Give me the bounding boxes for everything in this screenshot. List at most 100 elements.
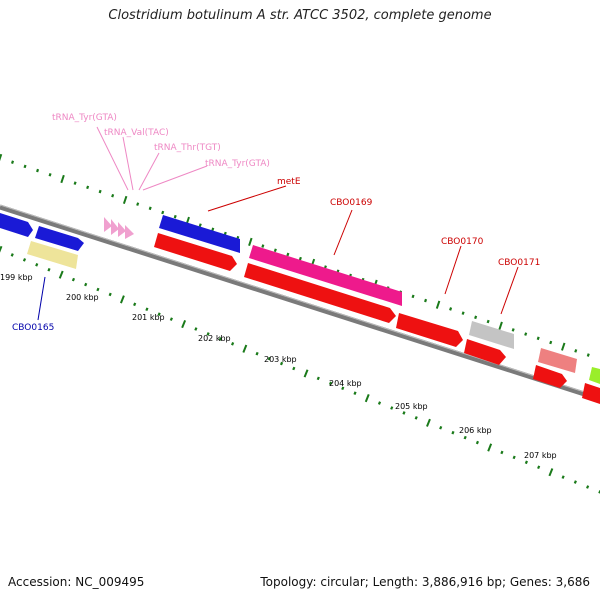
label-CBO0165[interactable]: CBO0165 <box>12 323 54 333</box>
minor-tick <box>36 168 40 173</box>
minor-tick <box>292 366 296 371</box>
minor-tick <box>218 337 222 341</box>
cds-feature[interactable] <box>538 348 577 373</box>
major-tick <box>60 174 65 184</box>
minor-tick <box>353 391 357 395</box>
scale-label: 201 kbp <box>132 313 165 322</box>
scale-label: 205 kbp <box>395 402 428 411</box>
major-tick <box>435 300 441 309</box>
label-CBO0171[interactable]: CBO0171 <box>498 258 540 268</box>
minor-tick <box>47 267 51 272</box>
major-tick <box>181 319 187 329</box>
minor-tick <box>586 485 590 489</box>
cds-feature[interactable] <box>396 313 463 347</box>
major-tick <box>0 245 3 253</box>
minor-tick <box>194 327 198 331</box>
minor-tick <box>461 311 465 315</box>
minor-tick <box>173 214 177 219</box>
scale-label: 199 kbp <box>0 273 33 282</box>
outer-tick-ring <box>0 153 590 357</box>
cds-feature[interactable] <box>464 339 506 365</box>
minor-tick <box>512 455 516 460</box>
minor-tick <box>573 480 577 484</box>
minor-tick <box>133 302 137 307</box>
inner-tick-ring <box>0 245 600 494</box>
minor-tick <box>273 248 277 253</box>
cds-feature[interactable] <box>589 367 600 384</box>
minor-tick <box>298 256 302 261</box>
minor-tick <box>198 223 202 227</box>
scale-label: 202 kbp <box>198 334 231 343</box>
minor-tick <box>35 263 39 267</box>
major-tick <box>548 468 554 477</box>
minor-tick <box>22 258 27 262</box>
major-tick <box>498 321 503 330</box>
minor-tick <box>316 376 320 381</box>
trna-cluster[interactable] <box>104 217 134 239</box>
minor-tick <box>169 317 173 321</box>
minor-tick <box>10 253 14 257</box>
cds-feature[interactable] <box>582 383 600 404</box>
minor-tick <box>286 252 290 257</box>
minor-tick <box>71 277 76 282</box>
major-tick <box>122 195 128 205</box>
cds-feature[interactable] <box>35 226 84 251</box>
minor-tick <box>341 386 345 391</box>
map-title: Clostridium botulinum A str. ATCC 3502, … <box>108 8 492 23</box>
minor-tick <box>328 381 333 386</box>
minor-tick <box>211 227 215 232</box>
minor-tick <box>148 206 152 211</box>
minor-tick <box>267 356 271 361</box>
minor-tick <box>449 307 453 311</box>
minor-tick <box>73 181 77 185</box>
scale-label: 203 kbp <box>264 355 297 364</box>
label-trna-val[interactable]: tRNA_Val(TAC) <box>104 128 169 138</box>
cds-feature-CBO0165[interactable] <box>27 241 78 269</box>
major-tick <box>364 394 370 403</box>
cds-feature-CBO0171[interactable] <box>469 321 514 349</box>
minor-tick <box>402 411 406 415</box>
minor-tick <box>206 332 210 336</box>
minor-tick <box>537 465 541 470</box>
minor-tick <box>23 164 27 169</box>
minor-tick <box>411 294 415 299</box>
minor-tick <box>48 173 52 177</box>
label-trna-thr[interactable]: tRNA_Thr(TGT) <box>154 143 221 153</box>
minor-tick <box>161 210 165 215</box>
major-tick <box>248 237 253 246</box>
label-CBO0170[interactable]: CBO0170 <box>441 237 484 247</box>
minor-tick <box>463 435 467 440</box>
genome-backbone <box>0 204 600 402</box>
minor-tick <box>451 430 455 435</box>
label-trna-tyr-1[interactable]: tRNA_Tyr(GTA) <box>52 113 117 123</box>
minor-tick <box>86 185 90 190</box>
minor-tick <box>500 450 504 455</box>
minor-tick <box>261 244 265 248</box>
minor-tick <box>414 416 418 420</box>
minor-tick <box>157 312 161 316</box>
minor-tick <box>574 349 578 353</box>
cds-feature[interactable] <box>154 233 237 271</box>
minor-tick <box>136 202 140 206</box>
cds-feature-metE[interactable] <box>159 215 240 253</box>
scale-label: 204 kbp <box>329 379 362 388</box>
cds-feature[interactable] <box>533 365 567 388</box>
cds-feature-CBO0169[interactable] <box>249 245 402 306</box>
accession-text: Accession: NC_009495 <box>8 575 145 589</box>
cds-feature[interactable] <box>0 213 33 237</box>
label-leaders <box>37 126 519 321</box>
label-trna-tyr-2[interactable]: tRNA_Tyr(GTA) <box>205 159 270 169</box>
cds-feature[interactable] <box>244 263 396 323</box>
minor-tick <box>98 189 102 194</box>
minor-tick <box>96 287 100 292</box>
label-metE[interactable]: metE <box>277 177 301 187</box>
major-tick <box>119 295 125 304</box>
minor-tick <box>231 342 235 346</box>
forward-strand-features <box>0 213 600 384</box>
minor-tick <box>486 319 490 324</box>
label-CBO0169[interactable]: CBO0169 <box>330 198 373 208</box>
major-tick <box>561 342 566 351</box>
minor-tick <box>145 307 149 312</box>
genome-summary-text: Topology: circular; Length: 3,886,916 bp… <box>260 575 590 589</box>
